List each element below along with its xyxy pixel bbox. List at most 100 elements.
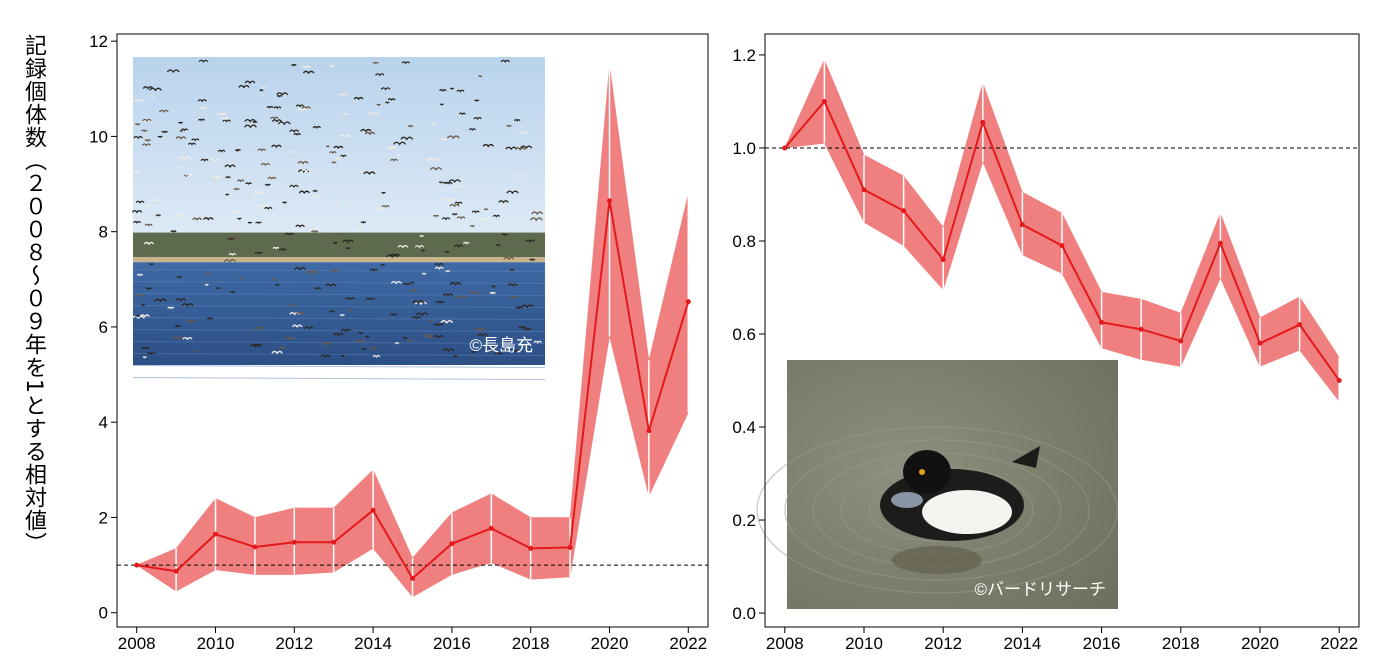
goose bbox=[305, 270, 319, 275]
wave bbox=[132, 377, 546, 381]
goose bbox=[334, 201, 341, 205]
goose bbox=[510, 296, 519, 299]
goose bbox=[492, 214, 501, 218]
goose bbox=[448, 179, 461, 183]
goose bbox=[330, 269, 340, 273]
y-tick-label: 1.0 bbox=[732, 139, 756, 158]
goose bbox=[134, 123, 141, 126]
goose bbox=[515, 306, 524, 310]
goose bbox=[170, 230, 177, 233]
goose bbox=[200, 158, 209, 162]
goose bbox=[380, 87, 391, 91]
goose bbox=[329, 65, 335, 68]
wave bbox=[132, 365, 546, 369]
goose bbox=[215, 287, 221, 290]
wave bbox=[132, 329, 546, 333]
goose bbox=[271, 119, 282, 123]
goose bbox=[320, 354, 331, 358]
goose bbox=[354, 229, 364, 233]
goose bbox=[220, 117, 230, 121]
goose bbox=[231, 228, 239, 231]
data-point bbox=[213, 531, 218, 537]
goose bbox=[333, 332, 344, 337]
goose bbox=[227, 237, 235, 241]
goose bbox=[386, 254, 399, 259]
goose bbox=[185, 173, 194, 177]
goose bbox=[411, 316, 422, 320]
goose bbox=[364, 131, 376, 136]
y-tick-label: 12 bbox=[89, 32, 108, 51]
goose bbox=[301, 106, 311, 110]
goose bbox=[474, 328, 487, 332]
data-point bbox=[370, 507, 376, 513]
goose bbox=[394, 342, 400, 345]
goose bbox=[290, 150, 298, 154]
sky bbox=[133, 57, 545, 233]
goose bbox=[380, 264, 386, 267]
goose bbox=[216, 112, 228, 117]
goose bbox=[340, 328, 351, 333]
goose bbox=[433, 323, 444, 327]
goose bbox=[230, 291, 236, 294]
reflection bbox=[892, 546, 982, 574]
goose bbox=[360, 348, 366, 351]
goose bbox=[197, 118, 206, 122]
data-point bbox=[567, 544, 573, 550]
goose bbox=[455, 295, 467, 300]
goose bbox=[236, 179, 245, 183]
wave bbox=[132, 353, 546, 357]
ci-band-segment bbox=[412, 512, 453, 598]
goose bbox=[445, 270, 451, 273]
goose bbox=[223, 259, 236, 263]
goose bbox=[355, 339, 366, 344]
y-tick-label: 6 bbox=[99, 318, 108, 337]
goose bbox=[469, 291, 480, 295]
goose bbox=[456, 216, 466, 220]
goose bbox=[477, 333, 488, 337]
goose bbox=[175, 136, 187, 140]
goose bbox=[273, 106, 282, 110]
goose bbox=[442, 181, 449, 185]
goose bbox=[167, 306, 175, 310]
goose bbox=[161, 130, 169, 134]
goose bbox=[177, 121, 184, 125]
x-tick-label: 2008 bbox=[118, 634, 156, 653]
ci-band-segment bbox=[1022, 191, 1063, 274]
data-point bbox=[980, 119, 986, 125]
x-tick-label: 2012 bbox=[275, 634, 313, 653]
goose bbox=[179, 166, 185, 170]
goose bbox=[199, 107, 207, 110]
goose bbox=[449, 282, 462, 286]
goose bbox=[441, 217, 451, 221]
goose bbox=[442, 293, 454, 297]
goose bbox=[442, 348, 455, 353]
goose bbox=[432, 214, 440, 218]
goose bbox=[289, 184, 299, 188]
goose bbox=[238, 277, 244, 280]
goose bbox=[384, 101, 390, 105]
goose bbox=[360, 128, 372, 133]
y-axis-title-wrap: 記録個体数（２００８～０９年を1とする相対値） bbox=[21, 34, 62, 634]
goose bbox=[451, 213, 458, 216]
goose bbox=[284, 336, 296, 341]
goose bbox=[257, 148, 267, 152]
goose bbox=[500, 59, 510, 63]
goose bbox=[176, 276, 183, 279]
goose bbox=[149, 87, 162, 92]
x-tick-label: 2020 bbox=[591, 634, 629, 653]
goose bbox=[470, 351, 477, 354]
goose bbox=[506, 190, 519, 195]
goose bbox=[340, 354, 345, 358]
goose bbox=[328, 310, 335, 313]
y-tick-label: 0.8 bbox=[732, 232, 756, 251]
y-tick-label: 4 bbox=[99, 413, 108, 432]
data-point bbox=[134, 562, 140, 568]
goose bbox=[439, 103, 444, 106]
goose bbox=[254, 326, 265, 331]
ci-band-segment bbox=[942, 82, 984, 290]
goose bbox=[264, 206, 273, 210]
goose bbox=[187, 142, 197, 146]
goose bbox=[523, 328, 532, 331]
goose bbox=[372, 61, 379, 65]
goose bbox=[249, 343, 261, 348]
